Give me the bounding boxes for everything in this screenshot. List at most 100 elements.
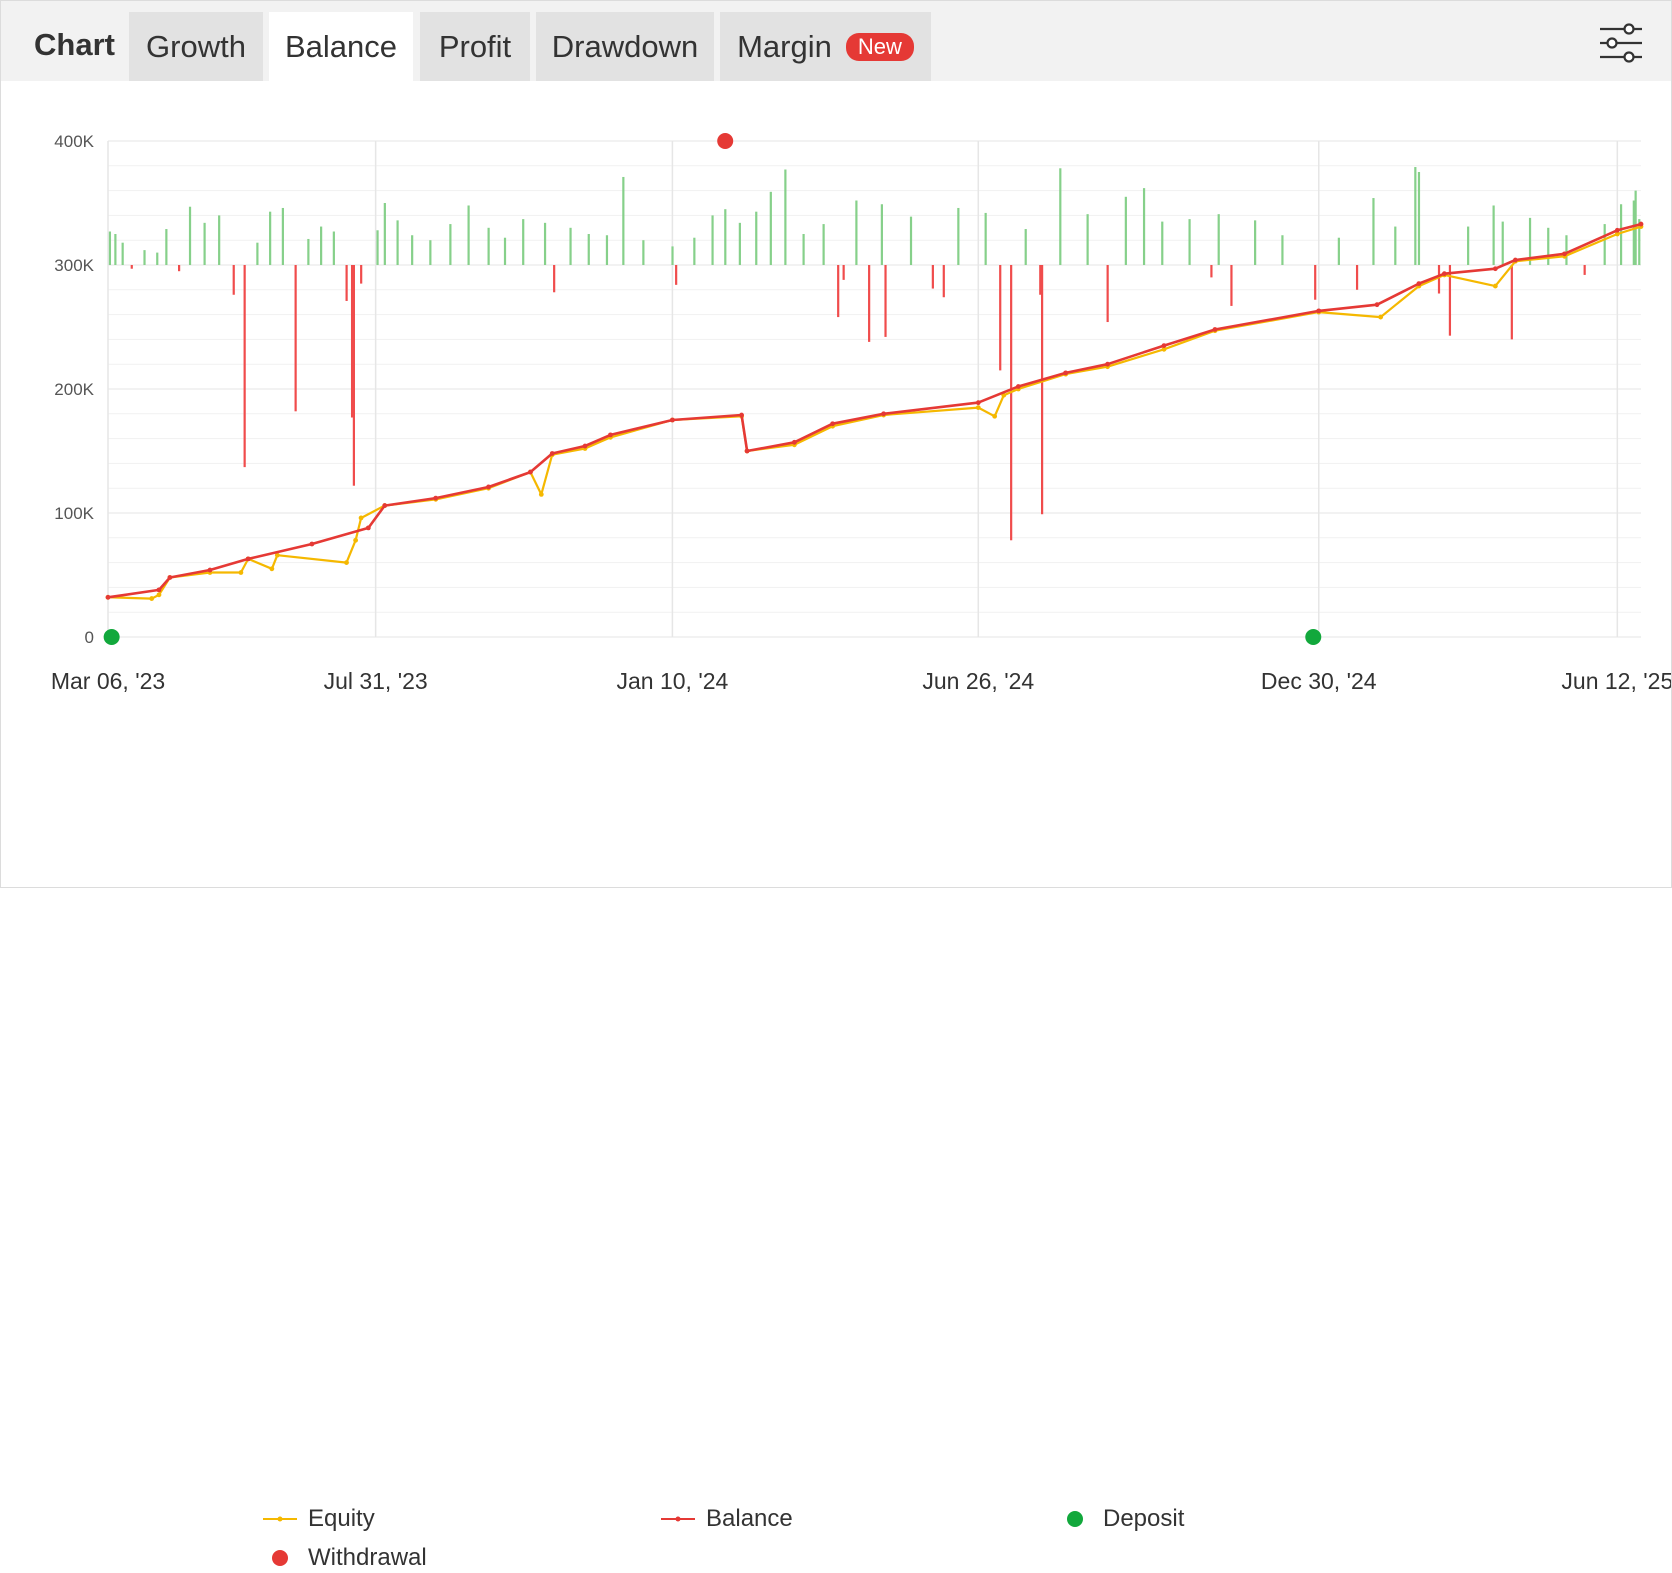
tab-bar: Chart Growth Balance Profit Drawdown Mar… (1, 1, 1671, 81)
balance-point (1614, 227, 1620, 233)
profit-bar (114, 234, 117, 265)
x-tick-label: Jul 31, '23 (324, 668, 428, 694)
balance-point (1512, 257, 1518, 263)
equity-point (274, 552, 280, 558)
balance-point (1492, 266, 1498, 272)
x-tick-label: Jan 10, '24 (616, 668, 728, 694)
profit-bar (1603, 224, 1606, 265)
balance-point (527, 469, 533, 475)
loss-bar (352, 265, 355, 486)
profit-bar (569, 227, 572, 265)
tab-drawdown-label: Drawdown (551, 28, 699, 64)
balance-point (1161, 343, 1167, 348)
balance-point (1316, 308, 1322, 314)
profit-bar (411, 235, 414, 265)
profit-bar (1337, 237, 1340, 265)
profit-bar (909, 216, 913, 265)
loss-bar (1106, 265, 1109, 323)
equity-point (344, 560, 349, 565)
x-tick-label: Dec 30, '24 (1261, 668, 1377, 694)
x-tick-label: Jun 26, '24 (922, 668, 1034, 694)
profit-bar (1619, 204, 1623, 265)
profit-bar (1372, 198, 1375, 265)
balance-point (582, 443, 588, 449)
tab-margin[interactable]: Margin New (720, 12, 931, 81)
profit-bar (855, 200, 858, 265)
x-tick-label: Jun 12, '25 (1561, 668, 1671, 694)
balance-point (1562, 251, 1567, 257)
equity-point (269, 566, 275, 572)
profit-bar (1124, 196, 1127, 265)
loss-bar (1039, 265, 1042, 295)
profit-bar (1086, 214, 1089, 265)
loss-bar (1210, 265, 1213, 278)
profit-bar (429, 240, 432, 265)
loss-bar (675, 265, 678, 285)
balance-point (1015, 384, 1021, 389)
balance-point (1212, 327, 1218, 332)
profit-bar (543, 222, 547, 265)
balance-point (365, 525, 371, 531)
tab-drawdown[interactable]: Drawdown (536, 12, 714, 81)
panel-title: Chart (34, 27, 115, 62)
equity-point (1492, 283, 1498, 289)
balance-point (167, 575, 173, 580)
loss-bar (294, 265, 297, 412)
profit-bar (1417, 172, 1421, 265)
loss-bar (1437, 265, 1441, 294)
profit-bar (383, 203, 386, 265)
profit-bar (449, 224, 452, 265)
profit-bar (605, 235, 609, 265)
legend-equity-label: Equity (308, 1505, 375, 1532)
profit-bar (1281, 235, 1284, 265)
loss-bar (360, 265, 363, 284)
balance-point (549, 451, 555, 456)
profit-bar (880, 204, 883, 265)
profit-bar (724, 209, 727, 265)
equity-line-marker (263, 1516, 297, 1522)
equity-point (358, 515, 364, 521)
tab-profit[interactable]: Profit (420, 12, 530, 81)
profit-bar (1217, 214, 1220, 265)
profit-bar (984, 212, 987, 265)
loss-bar (837, 265, 840, 318)
profit-bar (332, 231, 335, 265)
deposit-marker (103, 629, 120, 645)
balance-point (881, 411, 887, 417)
profit-bar (203, 222, 206, 265)
balance-point (608, 432, 613, 438)
profit-bar (711, 215, 714, 265)
loss-bar (884, 265, 887, 337)
profit-bar (487, 227, 490, 265)
loss-bar (1355, 265, 1359, 290)
profit-bar (1394, 226, 1397, 265)
profit-bar (307, 238, 310, 265)
tab-growth[interactable]: Growth (129, 12, 263, 81)
y-tick-label: 0 (85, 628, 94, 647)
profit-bar (1142, 188, 1146, 265)
equity-point (238, 570, 244, 575)
profit-bar (693, 237, 696, 265)
tab-growth-label: Growth (146, 28, 246, 64)
loss-bar (178, 265, 181, 272)
balance-point (739, 412, 744, 418)
profit-bar (188, 206, 192, 265)
balance-line (107, 222, 1642, 599)
loss-bar (842, 265, 845, 280)
legend-withdrawal-label: Withdrawal (308, 1544, 427, 1571)
profit-bar (320, 226, 323, 265)
profit-bar (156, 252, 159, 265)
tab-balance-label: Balance (284, 28, 398, 64)
loss-bar (232, 265, 235, 295)
sliders-icon[interactable] (1597, 19, 1645, 67)
equity-point (149, 596, 155, 601)
tab-balance[interactable]: Balance (269, 12, 413, 81)
balance-line-marker (661, 1516, 695, 1522)
balance-chart: 0 100K 200K 300K 400K Mar 06, '23 Jul 31, '23 J… (51, 132, 1672, 694)
equity-point (1161, 346, 1167, 352)
balance-point (744, 448, 750, 454)
profit-bar (281, 207, 284, 265)
balance-point (1416, 281, 1422, 286)
balance-point (1441, 271, 1447, 277)
